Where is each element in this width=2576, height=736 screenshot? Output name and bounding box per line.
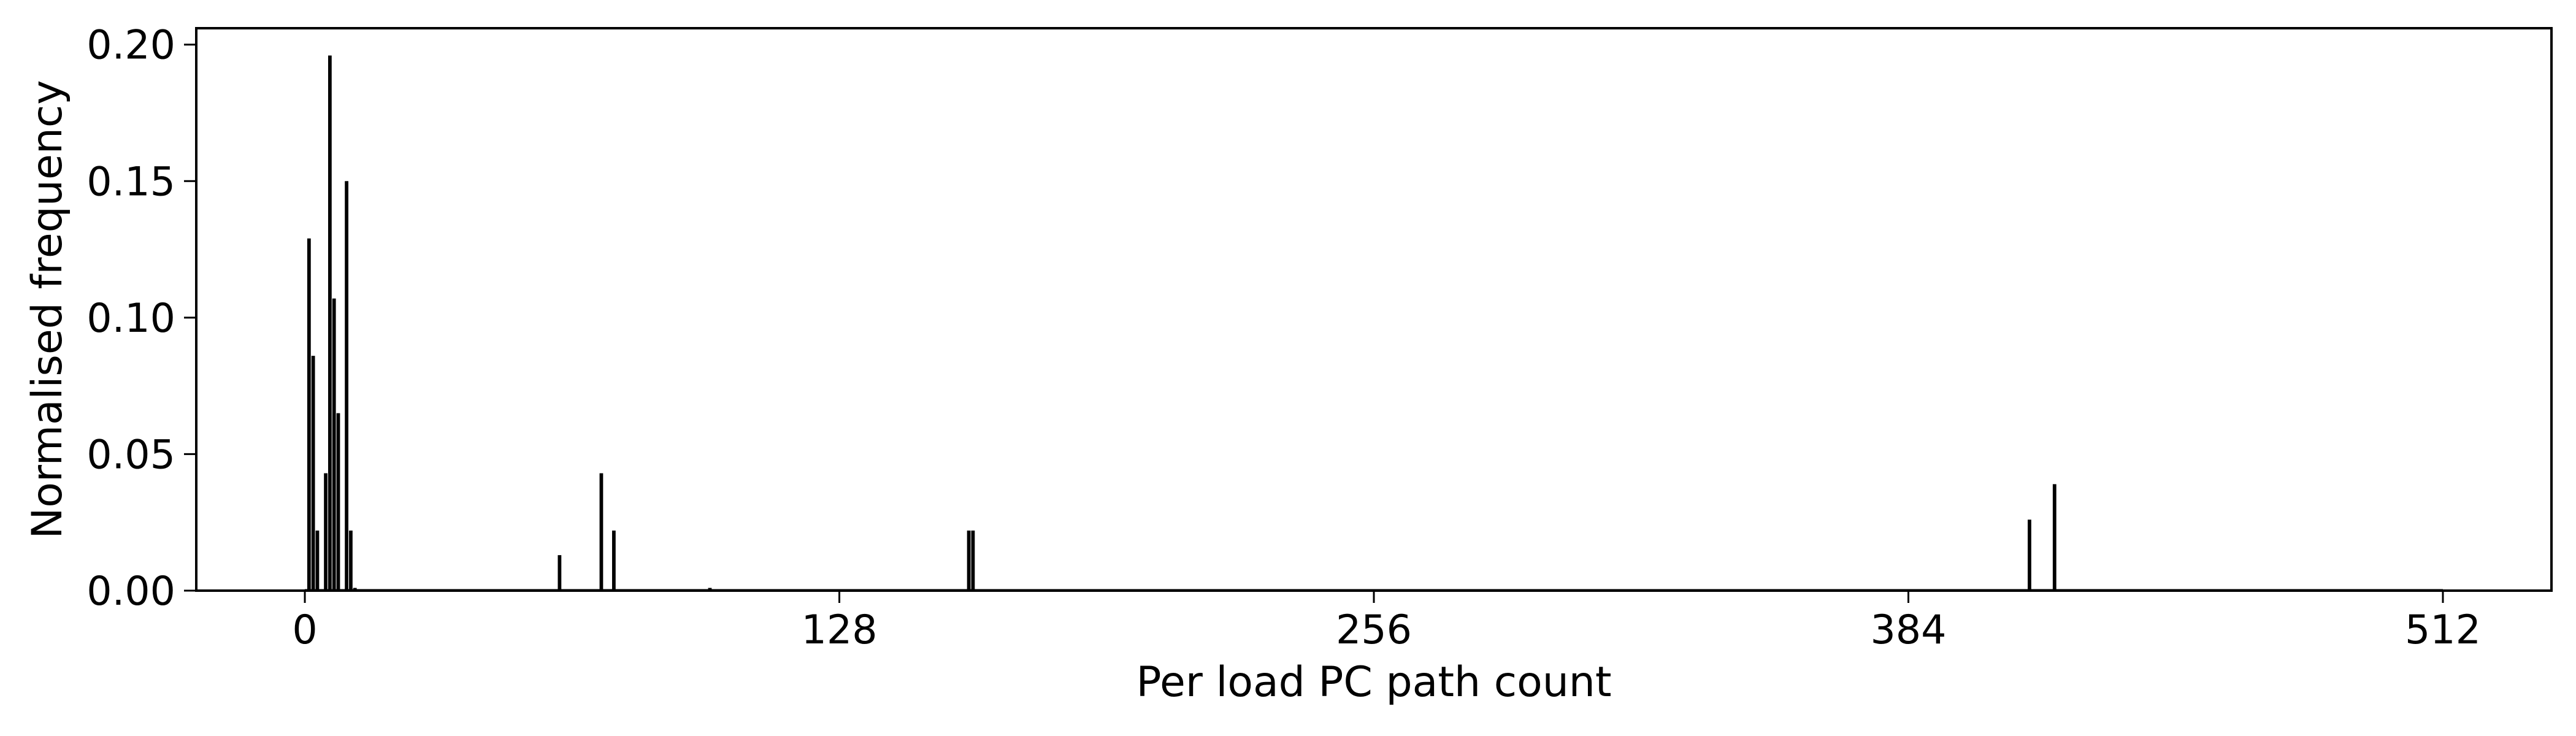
histogram-bar bbox=[311, 356, 315, 591]
histogram-bar bbox=[558, 555, 562, 591]
bar-series bbox=[305, 55, 2443, 591]
histogram-bar bbox=[307, 238, 311, 591]
histogram-bar bbox=[324, 473, 328, 591]
x-tick-label: 128 bbox=[801, 607, 877, 653]
histogram-bar bbox=[332, 298, 336, 591]
y-tick-label: 0.00 bbox=[86, 569, 175, 615]
histogram-bar bbox=[336, 413, 340, 591]
y-axis-ticks: 0.00 0.05 0.10 0.15 0.20 bbox=[86, 23, 196, 615]
x-tick-label: 0 bbox=[292, 607, 317, 653]
x-tick-label: 512 bbox=[2405, 607, 2481, 653]
y-tick-label: 0.15 bbox=[86, 159, 175, 205]
histogram-bar bbox=[611, 531, 616, 591]
x-tick-label: 384 bbox=[1870, 607, 1946, 653]
y-tick-label: 0.05 bbox=[86, 432, 175, 478]
histogram-bar bbox=[967, 531, 971, 591]
y-tick-label: 0.20 bbox=[86, 23, 175, 69]
x-axis-label: Per load PC path count bbox=[1136, 658, 1611, 707]
histogram-bar bbox=[315, 531, 320, 591]
x-axis-ticks: 0 128 256 384 512 bbox=[292, 591, 2481, 653]
histogram-bar bbox=[328, 55, 332, 591]
histogram-bar bbox=[2028, 519, 2031, 591]
histogram-bar bbox=[708, 588, 712, 591]
histogram-bar bbox=[353, 588, 357, 591]
plot-frame bbox=[195, 27, 2553, 592]
histogram-bar bbox=[349, 531, 353, 591]
histogram-bar bbox=[2052, 484, 2057, 591]
histogram-bar bbox=[345, 181, 348, 591]
x-tick-label: 256 bbox=[1336, 607, 1412, 653]
histogram-bar bbox=[971, 531, 975, 591]
y-tick-label: 0.10 bbox=[86, 296, 175, 342]
histogram-bar bbox=[599, 473, 604, 591]
y-axis-label: Normalised frequency bbox=[23, 80, 72, 539]
